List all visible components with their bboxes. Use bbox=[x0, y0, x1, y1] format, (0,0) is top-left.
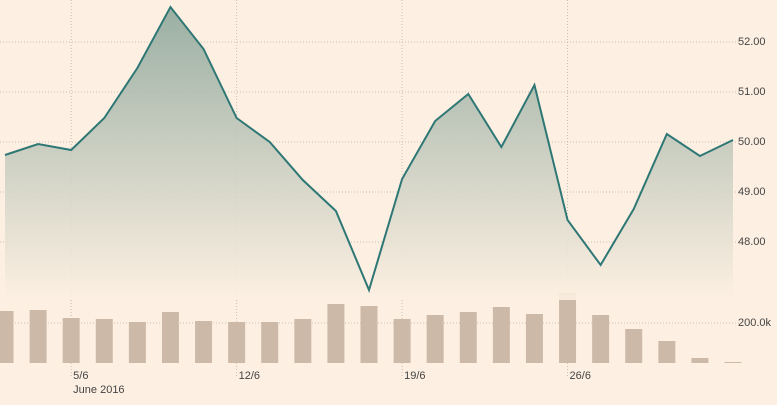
volume-bar bbox=[592, 315, 610, 363]
volume-bar bbox=[724, 362, 742, 363]
volume-bar bbox=[62, 318, 80, 363]
y-tick-label: 200.0k bbox=[738, 317, 772, 329]
volume-bar bbox=[294, 319, 312, 363]
volume-bar bbox=[459, 312, 477, 363]
y-tick-label: 48.00 bbox=[738, 236, 766, 248]
volume-bar bbox=[261, 322, 279, 363]
y-tick-label: 52.00 bbox=[738, 36, 766, 48]
x-tick-label: 26/6 bbox=[570, 370, 591, 382]
volume-bar bbox=[525, 314, 543, 363]
volume-bar bbox=[128, 322, 146, 363]
volume-bar bbox=[658, 341, 676, 363]
x-axis-label: June 2016 bbox=[73, 384, 124, 396]
volume-bar bbox=[0, 311, 14, 363]
y-tick-label: 50.00 bbox=[738, 136, 766, 148]
volume-bar bbox=[559, 293, 577, 363]
y-tick-label: 49.00 bbox=[738, 186, 766, 198]
y-tick-label: 51.00 bbox=[738, 86, 766, 98]
volume-bar bbox=[625, 329, 643, 363]
area-fill bbox=[5, 7, 733, 300]
volume-bar bbox=[691, 358, 709, 363]
x-tick-label: 12/6 bbox=[239, 370, 260, 382]
volume-bar bbox=[29, 310, 47, 363]
volume-bar bbox=[228, 322, 246, 363]
volume-bar bbox=[360, 306, 378, 363]
price-line bbox=[4, 5, 734, 293]
volume-bar bbox=[195, 321, 213, 363]
volume-bar bbox=[393, 319, 411, 363]
volume-bar bbox=[492, 307, 510, 363]
volume-bar bbox=[95, 319, 113, 363]
x-tick-label: 5/6 bbox=[73, 370, 88, 382]
volume-bar bbox=[161, 312, 179, 363]
volume-bar bbox=[327, 304, 345, 363]
volume-bar bbox=[426, 315, 444, 363]
x-tick-label: 19/6 bbox=[404, 370, 425, 382]
